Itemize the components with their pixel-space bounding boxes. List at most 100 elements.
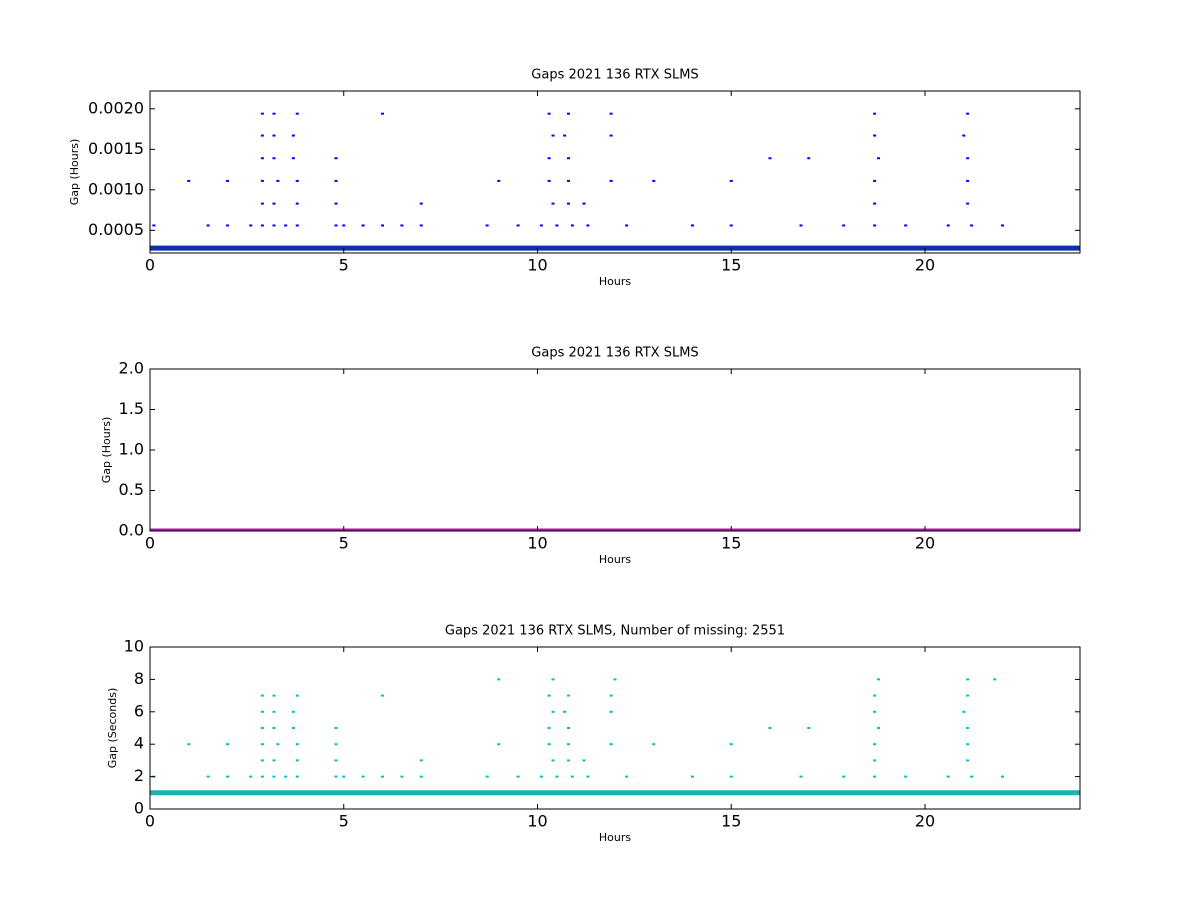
x-tick-label: 10	[527, 256, 547, 275]
gap-point	[873, 694, 877, 697]
gap-point	[567, 157, 570, 160]
gap-point	[276, 743, 280, 746]
y-axis-label: Gap (Hours)	[68, 139, 81, 206]
gap-point	[226, 224, 229, 227]
y-tick-label: 6	[134, 701, 144, 720]
gap-point	[609, 694, 613, 697]
gap-point	[586, 775, 590, 778]
gap-point	[272, 727, 276, 729]
gap-point	[567, 112, 570, 115]
gap-point	[381, 775, 384, 778]
gap-point	[799, 775, 803, 778]
gap-point	[962, 710, 966, 713]
gap-point	[334, 743, 338, 746]
gap-point	[729, 179, 733, 182]
x-tick-label: 20	[915, 534, 935, 553]
gap-point	[272, 202, 276, 205]
y-tick-label: 4	[134, 734, 144, 753]
gap-point	[226, 775, 229, 778]
gap-point	[342, 775, 346, 778]
gap-point	[652, 179, 656, 182]
gap-point	[555, 224, 559, 227]
marks	[150, 678, 1080, 796]
gap-point	[260, 727, 264, 729]
gap-point	[334, 202, 338, 205]
gap-point	[260, 694, 264, 697]
gap-point	[187, 743, 191, 746]
gap-point	[970, 775, 973, 778]
gap-point	[272, 134, 276, 137]
y-tick-label: 0.0	[119, 521, 144, 540]
x-tick-label: 15	[721, 256, 741, 275]
chart-title: Gaps 2021 136 RTX SLMS, Number of missin…	[445, 624, 785, 639]
gap-point	[400, 775, 404, 778]
gap-point	[260, 134, 264, 137]
gap-point	[291, 710, 295, 713]
gap-point	[295, 224, 299, 227]
gap-point	[966, 678, 970, 681]
gap-point	[993, 678, 997, 681]
gap-point	[547, 157, 551, 160]
x-tick-label: 15	[721, 812, 741, 831]
plot-area	[150, 369, 1080, 531]
gap-point	[516, 775, 520, 778]
gap-point	[873, 743, 877, 746]
x-tick-label: 10	[527, 812, 547, 831]
gap-point	[966, 157, 970, 160]
x-axis-label: Hours	[599, 553, 631, 566]
gap-point	[284, 775, 288, 778]
gap-point	[970, 224, 973, 227]
gap-point	[539, 224, 543, 227]
y-tick-label: 1.0	[119, 440, 144, 459]
gap-point	[966, 743, 970, 746]
gap-point	[497, 678, 501, 681]
gap-point	[613, 678, 617, 681]
gap-point	[187, 179, 191, 182]
x-tick-label: 20	[915, 812, 935, 831]
gap-point	[361, 775, 365, 778]
x-tick-label: 5	[339, 812, 349, 831]
gap-point	[260, 224, 264, 227]
gap-point	[946, 224, 950, 227]
gap-point	[582, 759, 586, 762]
gap-point	[555, 775, 559, 778]
gap-point	[272, 710, 276, 713]
gap-point	[807, 157, 811, 160]
y-tick-label: 0.5	[119, 480, 144, 499]
gap-point	[625, 775, 629, 778]
gap-point	[842, 224, 846, 227]
gap-point	[361, 224, 365, 227]
gap-point	[276, 179, 280, 182]
gap-point	[334, 759, 338, 762]
gap-point	[873, 134, 877, 137]
gap-point	[272, 224, 276, 227]
subplot: 0 5 10 15 20 0.0 0.5 1.0 1.5 2.0 Gaps 2021 136 RTX…	[100, 346, 1081, 566]
gap-point	[551, 202, 555, 205]
gap-point	[272, 775, 276, 778]
gap-point	[260, 157, 264, 160]
gap-point	[547, 179, 551, 182]
gap-point	[291, 157, 295, 160]
gap-point	[381, 224, 384, 227]
gap-point	[609, 134, 613, 137]
gap-point	[842, 775, 846, 778]
gap-point	[295, 743, 299, 746]
gap-point	[609, 743, 613, 746]
y-tick-label: 0	[134, 799, 144, 818]
y-tick-label: 1.5	[119, 399, 144, 418]
gap-point	[419, 759, 423, 762]
gap-point	[497, 743, 501, 746]
x-tick-label: 0	[145, 812, 155, 831]
gap-point	[291, 134, 295, 137]
gap-point	[381, 694, 384, 697]
gap-point	[966, 759, 970, 762]
gap-point	[485, 224, 489, 227]
gap-point	[570, 775, 574, 778]
gap-point	[539, 775, 543, 778]
gap-point	[381, 112, 384, 115]
gap-point	[1001, 224, 1004, 227]
y-axis-label: Gap (Hours)	[100, 417, 113, 484]
y-tick-label: 10	[124, 637, 144, 656]
gap-point	[904, 224, 908, 227]
gap-point	[551, 710, 555, 713]
